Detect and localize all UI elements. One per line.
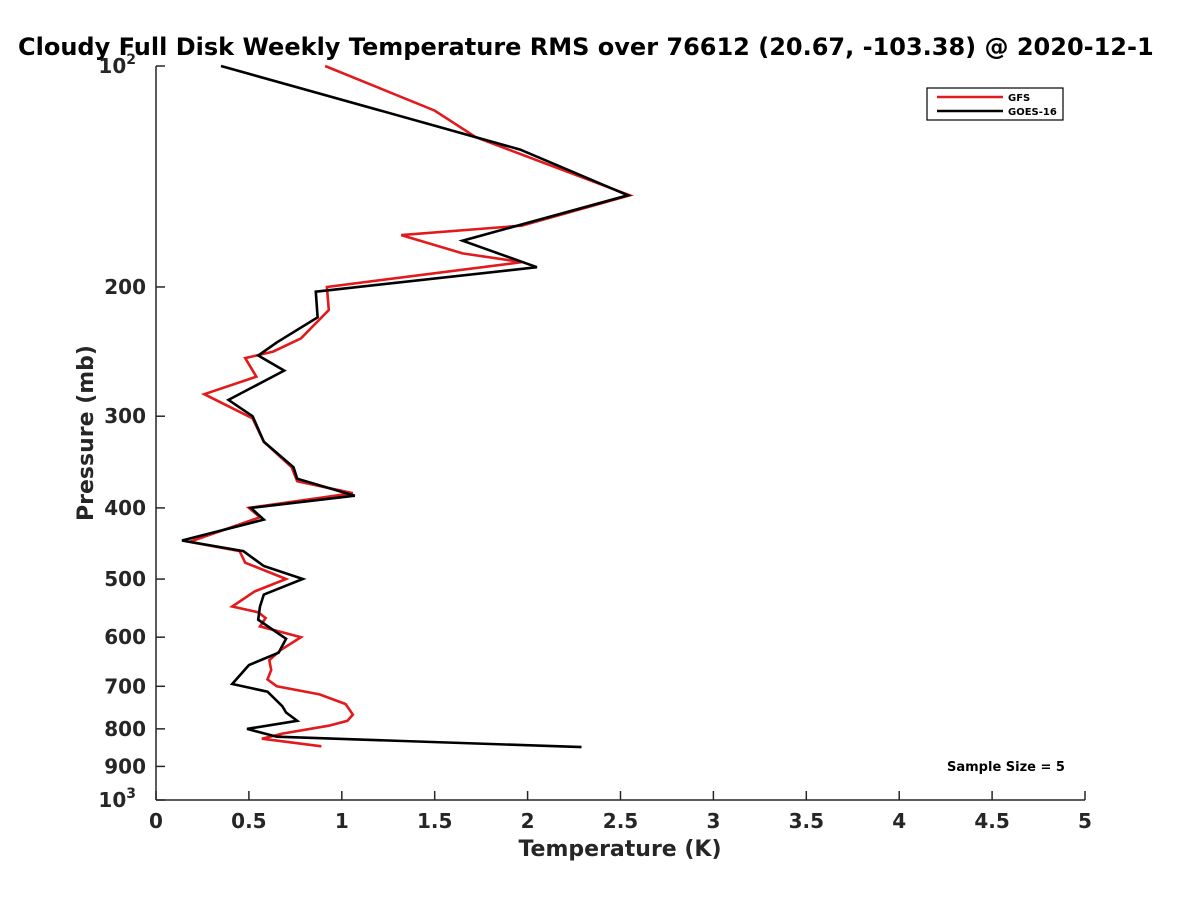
x-tick-label: 4.5	[974, 809, 1009, 833]
plot-lines	[181, 64, 634, 749]
legend-box	[926, 87, 1064, 121]
y-tick-label: 200	[104, 275, 146, 299]
y-axis-label: Pressure (mb)	[74, 345, 99, 521]
y-tick-label: 600	[104, 625, 146, 649]
x-tick-label: 5	[1078, 809, 1092, 833]
y-tick-label: 700	[104, 674, 146, 698]
x-ticks: 0 0.5 1 1.5 2 2.5 3 3.5 4 4.5 5	[149, 791, 1092, 833]
y-tick-label: 300	[104, 404, 146, 428]
y-ticks: 102 200 300 400 500 600 700 800 900 103	[98, 52, 165, 812]
series-line-goes-16	[181, 64, 632, 749]
x-tick-label: 2.5	[603, 809, 638, 833]
x-tick-label: 1.5	[417, 809, 452, 833]
legend: GFS GOES-16	[926, 87, 1064, 121]
x-tick-label: 3.5	[789, 809, 824, 833]
sample-size-note: Sample Size = 5	[947, 760, 1065, 775]
y-tick-label: 103	[98, 786, 136, 812]
y-tick-label: 500	[104, 567, 146, 591]
x-tick-label: 4	[892, 809, 906, 833]
legend-label-gfs: GFS	[1008, 93, 1030, 104]
y-tick-label: 400	[104, 496, 146, 520]
x-tick-label: 0.5	[231, 809, 266, 833]
y-tick-label: 900	[104, 754, 146, 778]
y-tick-label: 800	[104, 717, 146, 741]
x-axis-label: Temperature (K)	[518, 837, 721, 862]
x-tick-label: 2	[521, 809, 535, 833]
x-tick-label: 0	[149, 809, 163, 833]
y-tick-label: 102	[98, 52, 136, 78]
x-tick-label: 1	[335, 809, 349, 833]
legend-label-goes16: GOES-16	[1008, 107, 1057, 118]
x-tick-label: 3	[706, 809, 720, 833]
chart-title: Cloudy Full Disk Weekly Temperature RMS …	[18, 33, 1154, 61]
